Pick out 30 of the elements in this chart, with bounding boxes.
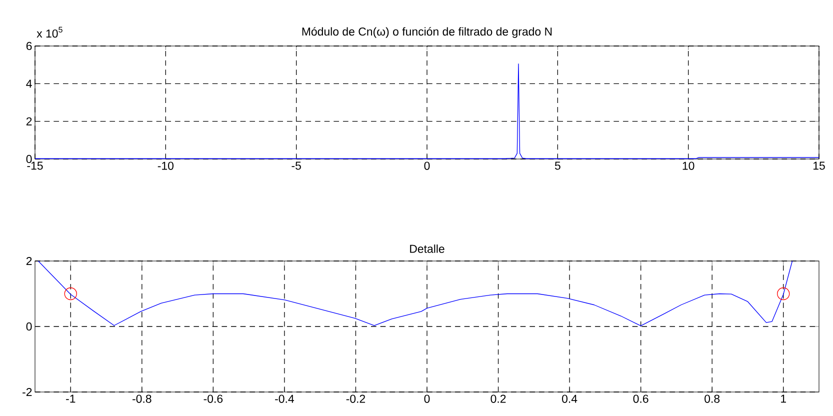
x-tick-label: -0.4 xyxy=(275,394,294,403)
x-tick-label: 5 xyxy=(554,162,560,170)
x-tick-label: -0.8 xyxy=(132,394,152,403)
x-tick-label: 0 xyxy=(424,162,430,170)
x-tick-label: 0 xyxy=(424,394,430,403)
x-tick-label: -0.2 xyxy=(346,394,366,403)
chart-title: Módulo de Cn(ω) o función de filtrado de grado N xyxy=(302,27,552,38)
y-tick-label: 0 xyxy=(26,154,32,164)
x-tick-label: 0.4 xyxy=(562,394,578,403)
x-tick-label: -10 xyxy=(158,162,174,170)
y-tick-label: 6 xyxy=(26,42,32,50)
line-series xyxy=(34,64,820,159)
x-tick-label: -0.6 xyxy=(204,394,223,403)
x-tick-label: 0.2 xyxy=(490,394,506,403)
y-tick-label: 0 xyxy=(26,322,32,331)
y-tick-label: 4 xyxy=(26,80,32,88)
x-tick-label: 0.6 xyxy=(633,394,648,403)
x-tick-label: 1 xyxy=(781,394,786,403)
y-tick-label: 2 xyxy=(26,117,32,126)
x-tick-label: 10 xyxy=(682,162,694,170)
x-tick-label: -15 xyxy=(27,162,43,170)
x-tick-label: 0.8 xyxy=(704,394,720,403)
x-tick-label: -5 xyxy=(292,162,301,170)
text: x 10$^{5}$ xyxy=(36,26,62,38)
line-series xyxy=(38,260,793,326)
y-tick-label: -2 xyxy=(22,388,32,396)
chart-title: Detalle xyxy=(410,244,444,253)
x-tick-label: -1 xyxy=(66,394,76,403)
x-tick-label: 15 xyxy=(813,162,825,170)
y-tick-label: 2 xyxy=(26,256,32,265)
